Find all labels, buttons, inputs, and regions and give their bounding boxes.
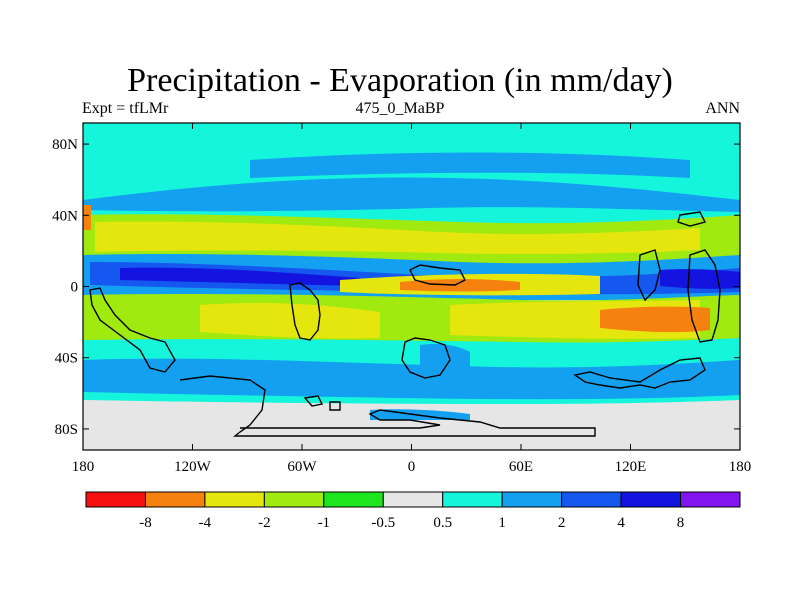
colorbar-label: -4 [199, 515, 212, 531]
colorbar-swatch [680, 491, 741, 508]
x-tick-label: 180 [729, 459, 752, 475]
colorbar-swatch [85, 491, 146, 508]
y-tick-label: 80N [52, 137, 78, 153]
colorbar-swatch [501, 491, 563, 508]
x-tick-label: 120E [615, 459, 647, 475]
colorbar-label: 8 [677, 515, 685, 531]
colorbar-label: 1 [498, 515, 506, 531]
continent-outlines [89, 211, 721, 437]
colorbar-swatch [144, 491, 206, 508]
colorbar-swatch [382, 491, 444, 508]
x-tick-label: 180 [72, 459, 95, 475]
x-tick-label: 120W [174, 459, 212, 475]
y-tick-label: 0 [71, 280, 79, 296]
season-label: ANN [705, 100, 740, 117]
colorbar-label: -1 [318, 515, 331, 531]
plot-title: Precipitation - Evaporation (in mm/day) [127, 62, 673, 99]
colorbar-swatch [620, 491, 682, 508]
experiment-label: Expt = tfLMr [82, 100, 169, 117]
x-tick-label: 60W [287, 459, 317, 475]
colorbar-label: 2 [558, 515, 566, 531]
colorbar-label: 0.5 [433, 515, 452, 531]
colorbar-swatch [442, 491, 503, 508]
y-axis: 80N 40N 0 40S 80S [52, 137, 740, 438]
colorbar: -8 -4 -2 -1 -0.5 0.5 1 2 4 8 [85, 491, 741, 531]
colorbar-swatch [204, 491, 265, 508]
y-tick-label: 40N [52, 208, 78, 224]
y-tick-label: 80S [55, 422, 78, 438]
colorbar-swatch [263, 491, 325, 508]
precip-evap-field [83, 123, 740, 450]
colorbar-swatch [323, 491, 384, 508]
x-tick-label: 0 [408, 459, 416, 475]
colorbar-swatch [561, 491, 622, 508]
colorbar-label: -2 [258, 515, 271, 531]
x-axis: 180 120W 60W 0 60E 120E 180 [72, 123, 752, 475]
x-tick-label: 60E [509, 459, 533, 475]
y-tick-label: 40S [55, 351, 78, 367]
case-label: 475_0_MaBP [355, 100, 445, 117]
colorbar-label: 4 [617, 515, 625, 531]
colorbar-label: -8 [139, 515, 152, 531]
colorbar-label: -0.5 [371, 515, 395, 531]
